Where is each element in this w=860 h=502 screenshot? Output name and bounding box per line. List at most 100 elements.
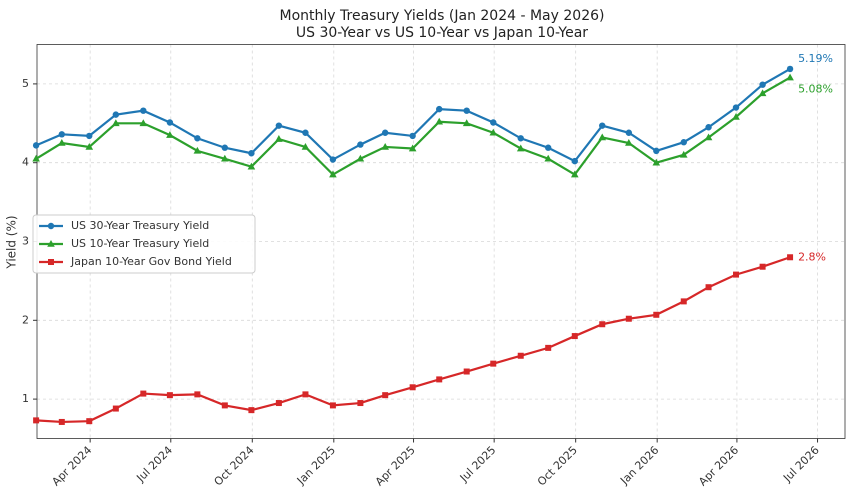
- marker: [275, 122, 283, 129]
- marker: [357, 141, 364, 148]
- marker: [139, 119, 148, 127]
- marker: [194, 135, 201, 142]
- marker: [166, 119, 174, 126]
- marker: [409, 132, 416, 140]
- chart-subtitle: US 30-Year vs US 10-Year vs Japan 10-Yea…: [296, 25, 588, 41]
- marker: [275, 135, 283, 142]
- marker: [221, 144, 229, 151]
- marker: [759, 263, 766, 270]
- marker: [32, 142, 40, 149]
- marker: [166, 392, 173, 399]
- marker: [680, 298, 687, 305]
- y-tick-label: 2: [22, 313, 29, 326]
- marker: [435, 117, 444, 125]
- marker: [58, 131, 66, 138]
- marker: [599, 122, 606, 129]
- marker: [680, 139, 687, 146]
- marker: [382, 392, 389, 399]
- marker: [248, 150, 255, 157]
- marker: [86, 418, 93, 425]
- legend-label: US 30-Year Treasury Yield: [71, 219, 209, 232]
- x-tick-label: Oct 2024: [212, 444, 257, 489]
- marker: [381, 129, 389, 136]
- marker: [704, 133, 713, 141]
- value-label: 5.19%: [798, 52, 833, 65]
- marker: [86, 132, 93, 140]
- marker: [571, 157, 578, 165]
- marker: [786, 73, 794, 81]
- marker: [652, 158, 661, 166]
- marker: [329, 170, 337, 178]
- marker: [112, 111, 120, 118]
- marker: [679, 150, 688, 158]
- marker: [301, 142, 310, 150]
- marker: [462, 119, 471, 127]
- marker: [356, 154, 365, 162]
- marker: [58, 139, 66, 146]
- marker: [786, 65, 794, 73]
- marker: [653, 311, 660, 318]
- x-tick-label: Apr 2026: [696, 444, 741, 489]
- marker: [544, 154, 553, 162]
- marker: [517, 352, 524, 359]
- chart-title: Monthly Treasury Yields (Jan 2024 - May …: [280, 8, 605, 24]
- marker: [463, 107, 470, 114]
- marker: [759, 81, 766, 88]
- marker: [489, 128, 498, 136]
- marker: [409, 384, 416, 391]
- marker: [408, 144, 417, 152]
- x-tick-label: Jul 2024: [133, 444, 175, 486]
- series-line: [35, 76, 791, 176]
- marker: [357, 400, 364, 407]
- legend: US 30-Year Treasury Yield US 10-Year Trea…: [32, 214, 256, 274]
- y-tick-label: 4: [22, 156, 29, 169]
- marker: [329, 402, 336, 409]
- marker: [47, 222, 55, 230]
- marker: [625, 139, 633, 146]
- marker: [329, 156, 337, 163]
- marker: [599, 321, 606, 328]
- marker: [33, 417, 40, 424]
- marker: [733, 271, 740, 278]
- marker: [275, 400, 282, 407]
- marker: [516, 144, 525, 152]
- y-tick-label: 1: [22, 392, 29, 405]
- marker: [140, 390, 147, 397]
- marker: [221, 154, 229, 162]
- marker: [166, 131, 174, 138]
- x-tick-label: Jul 2026: [780, 444, 822, 486]
- marker: [732, 112, 740, 120]
- marker: [758, 89, 767, 97]
- y-tick-label: 5: [22, 77, 29, 90]
- legend-label: Japan 10-Year Gov Bond Yield: [70, 255, 232, 268]
- y-tick-label: 3: [22, 235, 29, 248]
- x-tick-label: Apr 2024: [49, 444, 94, 489]
- marker: [47, 240, 55, 247]
- marker: [247, 162, 256, 170]
- marker: [490, 119, 497, 126]
- x-tick-label: Jan 2026: [617, 444, 661, 488]
- marker: [248, 407, 255, 414]
- value-label: 5.08%: [798, 83, 833, 96]
- x-tick-label: Jul 2025: [457, 444, 499, 486]
- marker: [140, 107, 147, 114]
- marker: [112, 405, 119, 412]
- y-axis-label: Yield (%): [5, 215, 19, 269]
- marker: [571, 333, 578, 340]
- marker: [463, 368, 470, 375]
- marker: [625, 315, 632, 322]
- x-tick-label: Jan 2025: [294, 444, 338, 488]
- marker: [32, 154, 40, 162]
- legend-box: [32, 214, 256, 274]
- marker: [85, 142, 94, 150]
- marker: [48, 259, 54, 265]
- marker: [58, 418, 65, 425]
- marker: [787, 254, 794, 261]
- marker: [302, 129, 309, 136]
- marker: [221, 402, 228, 409]
- marker: [194, 391, 201, 398]
- marker: [381, 142, 389, 150]
- marker: [517, 135, 524, 142]
- marker: [545, 344, 552, 351]
